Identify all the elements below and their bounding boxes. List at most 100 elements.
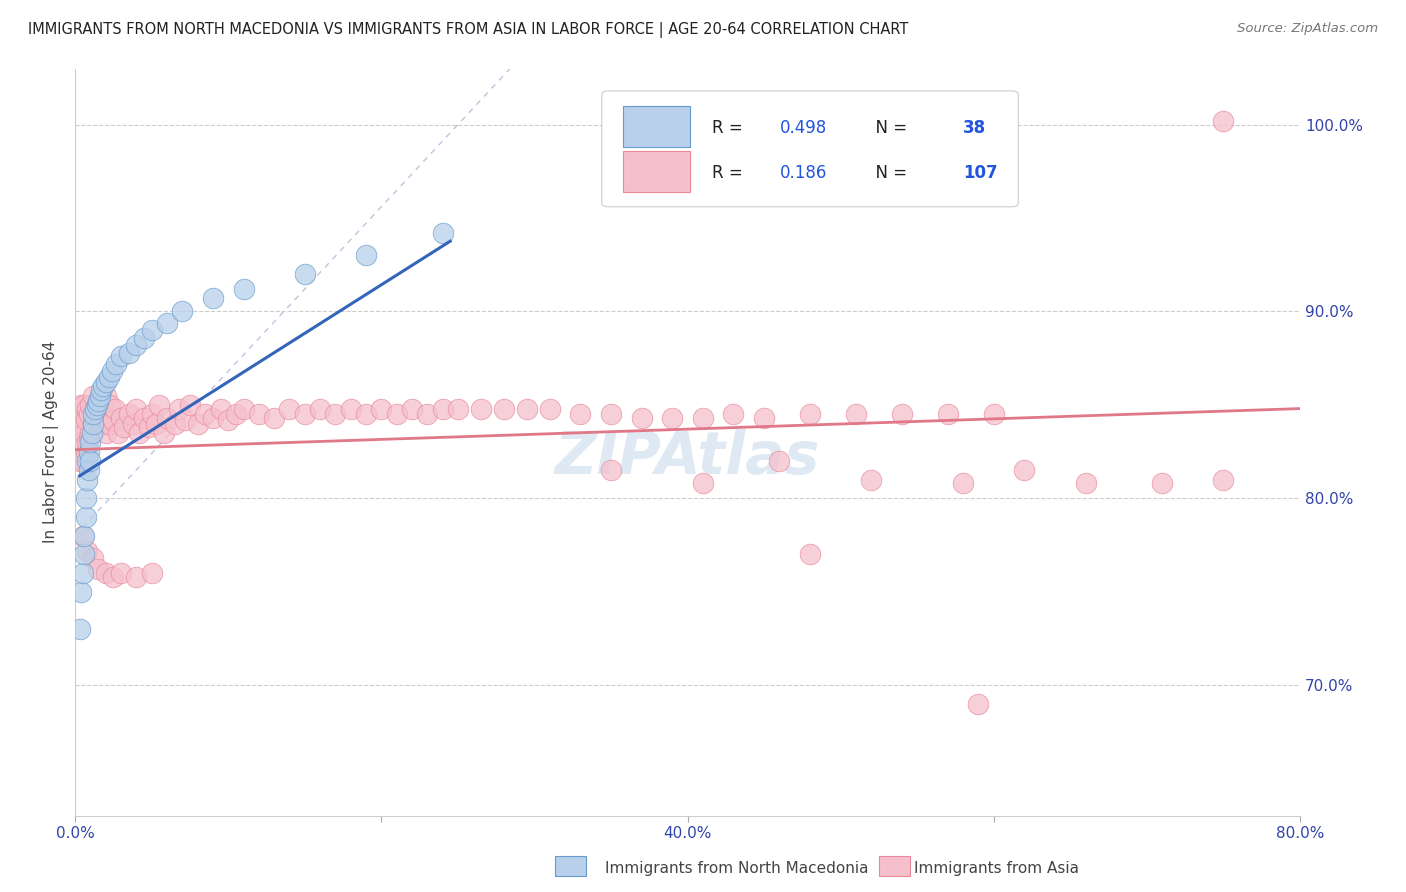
Point bbox=[752, 411, 775, 425]
Point bbox=[163, 417, 186, 431]
Point bbox=[401, 401, 423, 416]
Point bbox=[630, 411, 652, 425]
Point bbox=[82, 551, 104, 566]
Point bbox=[122, 417, 145, 431]
Point bbox=[86, 398, 108, 412]
Point bbox=[1014, 463, 1036, 477]
Point bbox=[692, 411, 714, 425]
Point bbox=[470, 401, 492, 416]
Point bbox=[232, 401, 254, 416]
Point bbox=[1152, 476, 1174, 491]
Point bbox=[217, 413, 239, 427]
Point bbox=[860, 473, 883, 487]
Point bbox=[77, 444, 100, 458]
Point bbox=[118, 345, 141, 359]
Point bbox=[75, 444, 97, 458]
Point bbox=[75, 491, 97, 506]
Text: R =: R = bbox=[711, 120, 748, 137]
Point bbox=[952, 476, 974, 491]
Point bbox=[94, 566, 117, 580]
Point bbox=[247, 407, 270, 421]
Point bbox=[79, 398, 101, 412]
Point bbox=[1212, 113, 1234, 128]
Point bbox=[125, 338, 148, 352]
Point bbox=[600, 463, 623, 477]
Point bbox=[278, 401, 301, 416]
Point bbox=[187, 417, 209, 431]
Text: N =: N = bbox=[865, 164, 912, 182]
Point bbox=[799, 547, 821, 561]
Point bbox=[76, 473, 98, 487]
Point bbox=[132, 411, 155, 425]
Point bbox=[354, 407, 377, 421]
Point bbox=[87, 394, 110, 409]
Point bbox=[77, 432, 100, 446]
Point bbox=[70, 584, 93, 599]
Point bbox=[79, 435, 101, 450]
Point bbox=[90, 383, 112, 397]
Point bbox=[72, 528, 94, 542]
Point bbox=[201, 411, 224, 425]
Point bbox=[75, 413, 97, 427]
Point bbox=[89, 407, 111, 421]
Point bbox=[432, 401, 454, 416]
Point bbox=[77, 463, 100, 477]
Point bbox=[538, 401, 561, 416]
Point bbox=[339, 401, 361, 416]
Point bbox=[156, 316, 179, 330]
Point bbox=[141, 407, 163, 421]
Point bbox=[76, 543, 98, 558]
Point bbox=[86, 398, 108, 412]
Point bbox=[225, 407, 247, 421]
Bar bbox=[623, 106, 690, 147]
Point bbox=[69, 417, 91, 431]
Point bbox=[167, 401, 190, 416]
Bar bbox=[623, 151, 690, 192]
Y-axis label: In Labor Force | Age 20-64: In Labor Force | Age 20-64 bbox=[44, 341, 59, 543]
Point bbox=[70, 435, 93, 450]
Point bbox=[77, 407, 100, 421]
Point bbox=[294, 407, 316, 421]
Point bbox=[80, 425, 103, 440]
Point bbox=[141, 323, 163, 337]
Point bbox=[98, 398, 121, 412]
Text: 107: 107 bbox=[963, 164, 998, 182]
Point bbox=[132, 330, 155, 344]
Point bbox=[569, 407, 592, 421]
Point bbox=[91, 379, 114, 393]
Text: Source: ZipAtlas.com: Source: ZipAtlas.com bbox=[1237, 22, 1378, 36]
Point bbox=[294, 267, 316, 281]
Point bbox=[936, 407, 959, 421]
Point bbox=[983, 407, 1005, 421]
Point bbox=[75, 510, 97, 524]
Point bbox=[201, 291, 224, 305]
Text: N =: N = bbox=[865, 120, 912, 137]
Point bbox=[447, 401, 470, 416]
Text: Immigrants from Asia: Immigrants from Asia bbox=[914, 861, 1078, 876]
Point bbox=[799, 407, 821, 421]
Point bbox=[69, 454, 91, 468]
Point bbox=[110, 566, 132, 580]
Point bbox=[110, 411, 132, 425]
Point bbox=[79, 425, 101, 440]
Point bbox=[72, 407, 94, 421]
Point bbox=[768, 454, 790, 468]
Point bbox=[72, 566, 94, 580]
Point bbox=[492, 401, 515, 416]
Point bbox=[84, 413, 107, 427]
Point bbox=[89, 388, 111, 402]
Point bbox=[94, 388, 117, 402]
Point bbox=[107, 425, 129, 440]
Point bbox=[104, 401, 127, 416]
Point bbox=[112, 420, 135, 434]
Point bbox=[692, 476, 714, 491]
Text: IMMIGRANTS FROM NORTH MACEDONIA VS IMMIGRANTS FROM ASIA IN LABOR FORCE | AGE 20-: IMMIGRANTS FROM NORTH MACEDONIA VS IMMIG… bbox=[28, 22, 908, 38]
Point bbox=[385, 407, 408, 421]
Point bbox=[967, 697, 990, 711]
Point bbox=[138, 420, 160, 434]
Point bbox=[416, 407, 439, 421]
Point bbox=[73, 425, 96, 440]
FancyBboxPatch shape bbox=[602, 91, 1018, 207]
Point bbox=[118, 407, 141, 421]
Point bbox=[101, 364, 124, 378]
